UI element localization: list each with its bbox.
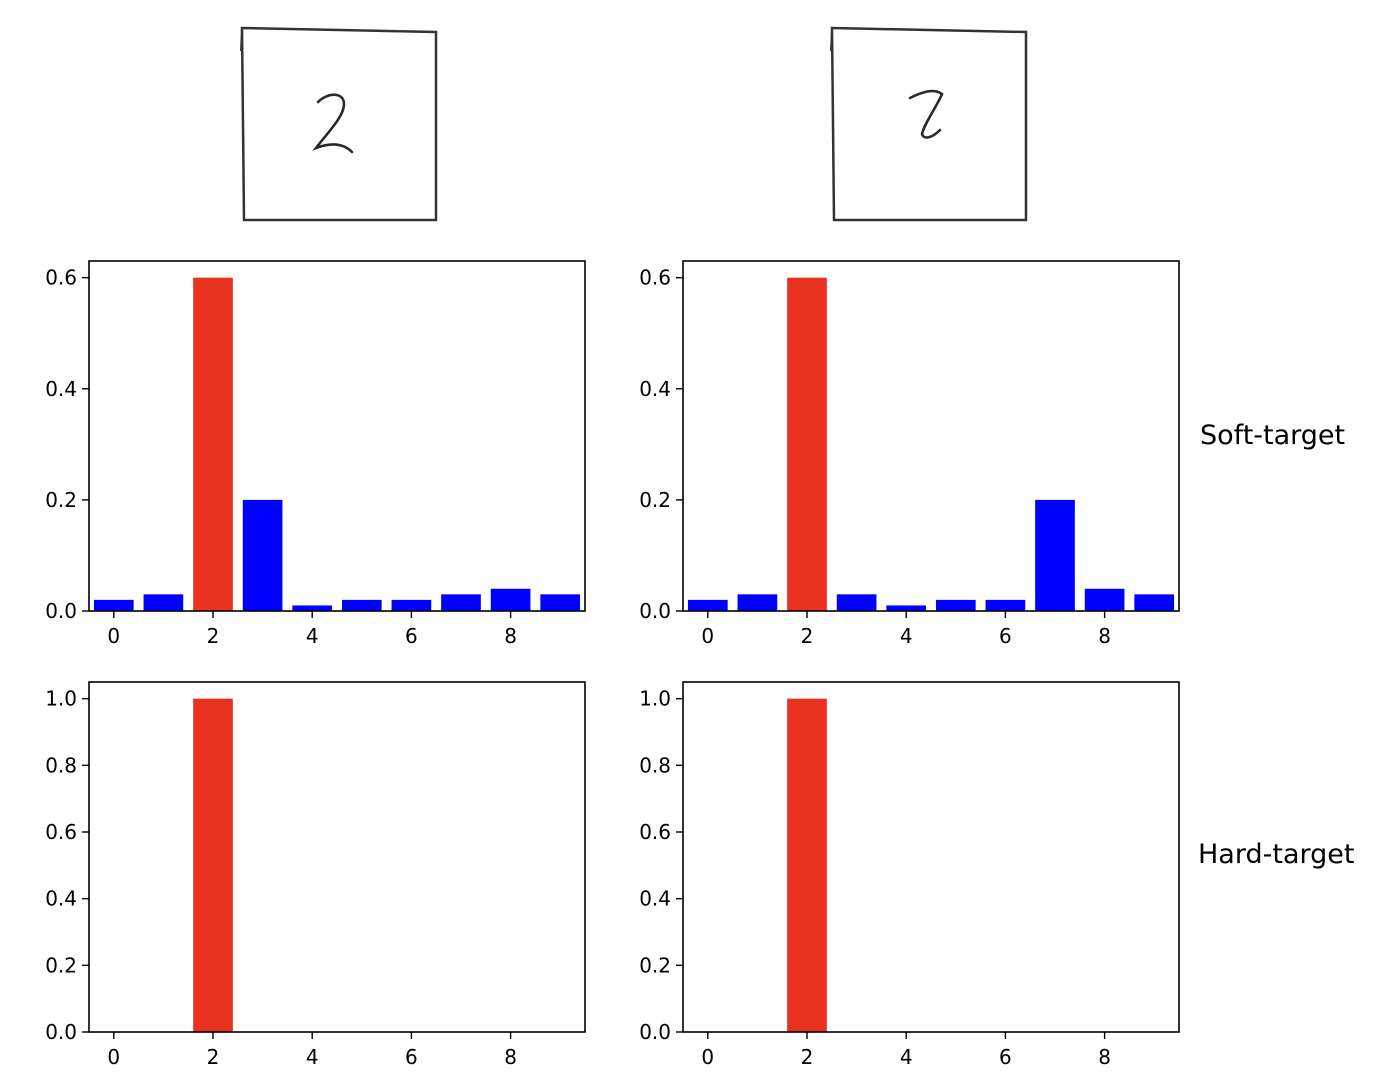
x-tick-label: 6: [999, 624, 1012, 648]
digit-image-left: [240, 26, 440, 224]
x-tick-label: 6: [405, 624, 418, 648]
x-tick-label: 2: [207, 1045, 220, 1069]
x-tick-label: 2: [207, 624, 220, 648]
y-tick-label: 0.4: [639, 377, 671, 401]
bar-3: [242, 499, 283, 611]
x-tick-label: 2: [801, 624, 814, 648]
x-tick-label: 2: [801, 1045, 814, 1069]
bar-8: [1084, 588, 1125, 611]
y-tick-label: 1.0: [45, 687, 77, 711]
bar-5: [341, 599, 382, 611]
y-tick-label: 0.6: [639, 266, 671, 290]
x-tick-label: 4: [900, 624, 913, 648]
x-tick-label: 8: [1098, 624, 1111, 648]
chart-soft-target-left: 0 2 4 6 8 0.0 0.2 0.4 0.6: [45, 260, 586, 648]
bar-4: [886, 605, 927, 611]
y-tick-label: 0.6: [639, 820, 671, 844]
x-tick-label: 4: [306, 624, 319, 648]
bar-9: [1134, 594, 1175, 611]
bar-2: [787, 277, 827, 611]
x-tick-label: 8: [1098, 1045, 1111, 1069]
hard-target-label: Hard-target: [1198, 839, 1355, 870]
bar-1: [143, 594, 184, 611]
axes-frame: [682, 260, 1180, 612]
y-tick-label: 0.2: [45, 488, 77, 512]
y-tick-label: 0.8: [45, 753, 77, 777]
y-tick-label: 0.4: [639, 887, 671, 911]
bar-7: [1035, 499, 1075, 611]
y-tick-label: 0.0: [45, 1020, 77, 1044]
x-tick-label: 0: [107, 624, 120, 648]
chart-soft-target-right: 0 2 4 6 8 0.0 0.2 0.4 0.6: [639, 260, 1180, 648]
y-tick-label: 0.2: [45, 953, 77, 977]
y-tick-label: 0.4: [45, 377, 77, 401]
bar-4: [292, 605, 333, 611]
soft-target-label: Soft-target: [1200, 420, 1346, 451]
bar-3: [836, 594, 877, 611]
y-tick-label: 0.0: [639, 599, 671, 623]
bar-6: [985, 599, 1026, 611]
bar-0: [687, 599, 728, 611]
chart-hard-target-left: 0 2 4 6 8 0.0 0.2 0.4 0.6 0.8 1.0: [45, 681, 586, 1069]
bar-8: [490, 588, 531, 611]
bar-0: [93, 599, 134, 611]
chart-hard-target-right: 0 2 4 6 8 0.0 0.2 0.4 0.6 0.8 1.0: [639, 681, 1180, 1069]
x-tick-label: 0: [701, 1045, 714, 1069]
y-tick-label: 0.8: [639, 753, 671, 777]
axes-frame: [88, 681, 586, 1033]
x-tick-label: 0: [107, 1045, 120, 1069]
bar-2: [787, 698, 827, 1032]
y-tick-label: 0.6: [45, 266, 77, 290]
x-tick-label: 8: [504, 624, 517, 648]
y-tick-label: 0.2: [639, 953, 671, 977]
bar-5: [935, 599, 976, 611]
y-tick-label: 0.2: [639, 488, 671, 512]
y-tick-label: 0.0: [639, 1020, 671, 1044]
y-tick-label: 0.6: [45, 820, 77, 844]
digit-image-right: [830, 26, 1030, 224]
bar-2: [193, 698, 233, 1032]
bar-9: [540, 594, 581, 611]
y-tick-label: 0.0: [45, 599, 77, 623]
x-tick-label: 0: [701, 624, 714, 648]
x-tick-label: 8: [504, 1045, 517, 1069]
bar-2: [193, 277, 233, 611]
x-tick-label: 4: [306, 1045, 319, 1069]
x-tick-label: 4: [900, 1045, 913, 1069]
x-tick-label: 6: [405, 1045, 418, 1069]
y-tick-label: 1.0: [639, 687, 671, 711]
axes-frame: [682, 681, 1180, 1033]
y-tick-label: 0.4: [45, 887, 77, 911]
axes-frame: [88, 260, 586, 612]
bar-1: [737, 594, 778, 611]
bar-7: [441, 594, 481, 611]
x-tick-label: 6: [999, 1045, 1012, 1069]
bar-6: [391, 599, 432, 611]
